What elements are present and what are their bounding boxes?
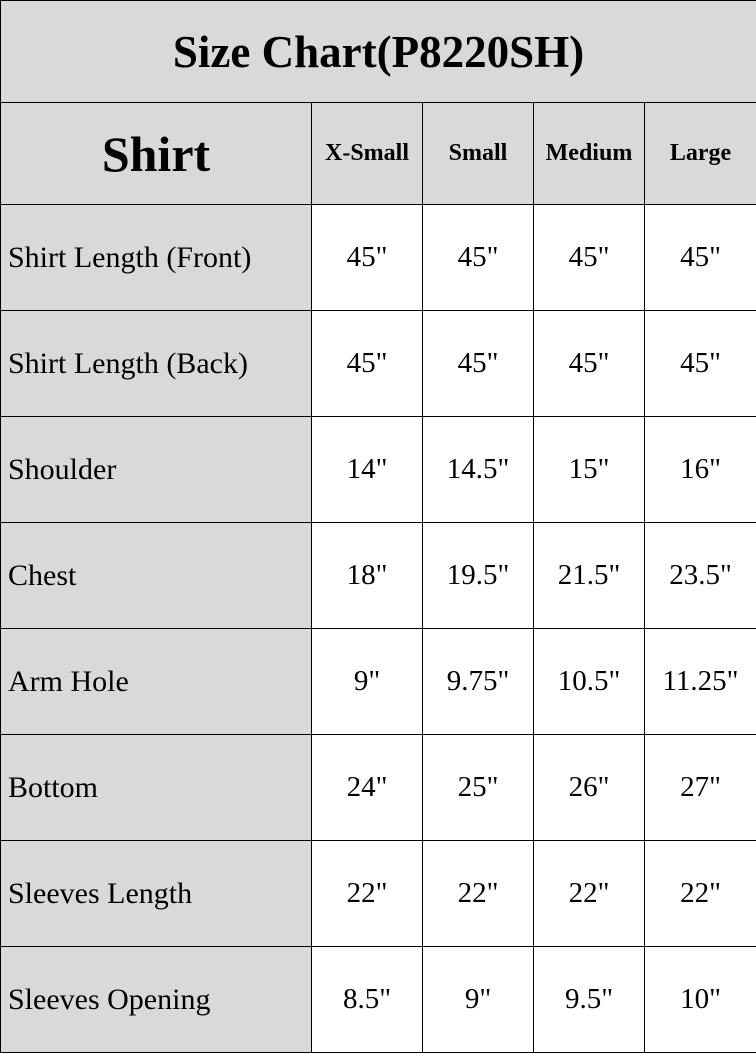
measurement-value: 45" xyxy=(423,311,534,417)
measurement-value: 14.5" xyxy=(423,417,534,523)
measurement-label: Sleeves Length xyxy=(1,841,312,947)
measurement-value: 45" xyxy=(423,205,534,311)
measurement-value: 10.5" xyxy=(534,629,645,735)
chart-title: Size Chart(P8220SH) xyxy=(1,1,756,103)
measurement-value: 22" xyxy=(534,841,645,947)
measurement-value: 9.75" xyxy=(423,629,534,735)
table-row: Shirt Length (Front)45"45"45"45" xyxy=(1,205,756,311)
measurement-label: Shoulder xyxy=(1,417,312,523)
measurement-value: 9.5" xyxy=(534,947,645,1053)
measurement-value: 9" xyxy=(423,947,534,1053)
measurement-value: 45" xyxy=(534,311,645,417)
measurement-value: 9" xyxy=(312,629,423,735)
measurement-value: 26" xyxy=(534,735,645,841)
measurement-value: 45" xyxy=(534,205,645,311)
measurement-value: 22" xyxy=(423,841,534,947)
measurement-value: 8.5" xyxy=(312,947,423,1053)
measurement-value: 25" xyxy=(423,735,534,841)
measurement-value: 45" xyxy=(645,311,756,417)
measurement-label: Shirt Length (Back) xyxy=(1,311,312,417)
measurement-value: 21.5" xyxy=(534,523,645,629)
size-header: X-Small xyxy=(312,103,423,205)
measurement-label: Chest xyxy=(1,523,312,629)
measurement-value: 45" xyxy=(312,205,423,311)
measurement-value: 15" xyxy=(534,417,645,523)
size-header: Large xyxy=(645,103,756,205)
measurement-label: Sleeves Opening xyxy=(1,947,312,1053)
measurement-value: 22" xyxy=(645,841,756,947)
header-row: Shirt X-Small Small Medium Large xyxy=(1,103,756,205)
measurement-value: 19.5" xyxy=(423,523,534,629)
measurement-label: Bottom xyxy=(1,735,312,841)
size-header: Medium xyxy=(534,103,645,205)
measurement-label: Arm Hole xyxy=(1,629,312,735)
measurement-value: 45" xyxy=(645,205,756,311)
measurement-label: Shirt Length (Front) xyxy=(1,205,312,311)
size-header: Small xyxy=(423,103,534,205)
measurement-value: 23.5" xyxy=(645,523,756,629)
category-header: Shirt xyxy=(1,103,312,205)
measurement-value: 27" xyxy=(645,735,756,841)
measurement-value: 45" xyxy=(312,311,423,417)
measurement-value: 11.25" xyxy=(645,629,756,735)
measurement-value: 14" xyxy=(312,417,423,523)
measurement-value: 16" xyxy=(645,417,756,523)
measurement-value: 22" xyxy=(312,841,423,947)
table-row: Shirt Length (Back)45"45"45"45" xyxy=(1,311,756,417)
measurement-value: 10" xyxy=(645,947,756,1053)
measurement-value: 24" xyxy=(312,735,423,841)
measurement-value: 18" xyxy=(312,523,423,629)
